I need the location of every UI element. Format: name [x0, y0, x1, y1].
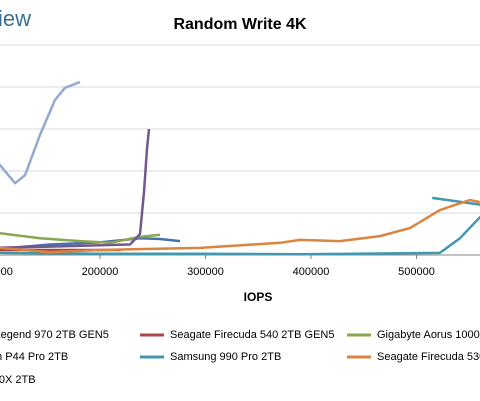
series-line	[0, 128, 151, 249]
x-tick-label: 400000	[293, 266, 330, 278]
legend-label: Seagate Firecuda 540 2TB GEN5	[170, 329, 334, 341]
x-tick-label: 100000	[0, 266, 13, 278]
series-line	[0, 198, 480, 254]
legend-label: Samsung 990 Pro 2TB	[170, 351, 281, 363]
x-axis-label: IOPS	[244, 290, 273, 304]
series-line	[0, 80, 81, 185]
legend-label: ADATA Legend 970 2TB GEN5	[0, 329, 109, 341]
legend-label: Seagate Firecuda 530 2TB	[377, 351, 480, 363]
logo: storagereview	[0, 6, 31, 31]
legend-label: Solidigm P44 Pro 2TB	[0, 351, 68, 363]
series-line	[0, 231, 161, 245]
x-tick-label: 300000	[187, 266, 224, 278]
chart-title: Random Write 4K	[173, 16, 307, 33]
legend-label: WD Black SN850X 2TB	[0, 374, 36, 386]
legend-label: Gigabyte Aorus 10000 2TB GEN5	[377, 329, 480, 341]
x-tick-label: 500000	[398, 266, 435, 278]
series-line	[0, 196, 480, 256]
x-tick-label: 200000	[82, 266, 119, 278]
